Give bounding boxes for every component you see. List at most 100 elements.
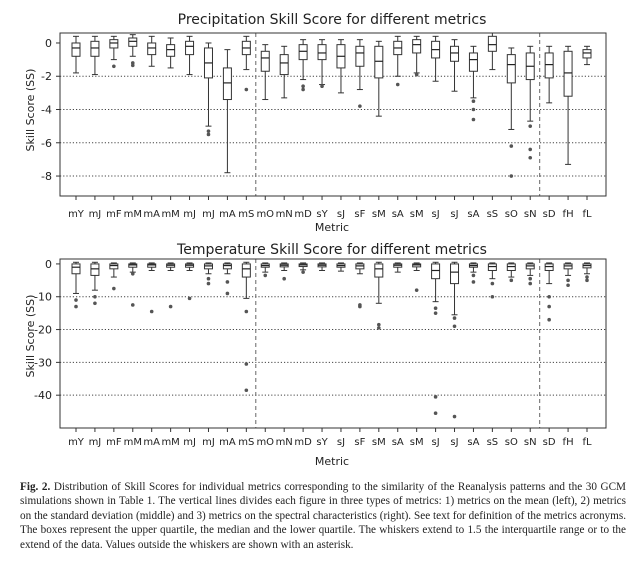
outlier-point [263,273,268,278]
outlier-point [528,276,533,281]
box-body [506,263,516,271]
box-body [487,35,497,52]
box-plot [544,262,554,322]
outlier-point [566,278,570,283]
box-plot [582,262,592,283]
box-plot [412,35,422,77]
outlier-point [452,414,457,419]
outlier-point [301,84,305,89]
box-plot [336,39,346,94]
box-body [128,37,138,47]
outlier-point [225,280,230,284]
y-tick-label: -40 [34,389,52,402]
outlier-point [566,283,570,288]
box-body [128,263,138,268]
outlier-point [490,281,495,286]
box-body [109,39,119,49]
box-body [71,42,81,57]
figure-caption: Fig. 2. Distribution of Skill Scores for… [20,480,626,552]
x-tick-label: sJ [337,209,345,220]
x-tick-label: sA [467,437,479,448]
box-plot [431,261,441,416]
x-tick-label: sO [505,437,518,448]
x-tick-label: mF [106,209,122,220]
x-tick-label: sD [543,437,556,448]
box-plot [563,262,573,288]
box-plot [450,261,460,419]
box-plot [109,35,119,69]
x-axis-label: Metric [315,221,349,234]
outlier-point [244,87,249,92]
outlier-point [471,273,476,278]
box-plot [355,39,365,108]
outlier-point [377,326,381,330]
outlier-point [509,174,514,178]
box-plot [393,262,403,273]
box-series [71,261,592,419]
box-plot [298,262,308,274]
x-tick-label: sO [505,209,518,220]
outlier-point [490,294,495,299]
x-tick-label: sM [410,437,424,448]
x-tick-label: mJ [202,437,215,448]
box-body [355,45,365,67]
x-tick-label: sA [392,209,404,220]
x-tick-label: mD [294,437,312,448]
x-tick-label: mJ [183,437,196,448]
group-separators [255,259,541,428]
box-body [412,39,422,54]
plot-frame [59,258,607,429]
outlier-point [433,306,438,311]
outlier-point [130,61,135,65]
x-tick-label: sJ [432,209,440,220]
x-tick-label: fH [563,437,574,448]
box-plot [128,34,138,68]
x-tick-label: mF [106,437,122,448]
box-plot [203,262,213,286]
x-tick-label: mA [143,437,160,448]
x-tick-label: mD [294,209,312,220]
outlier-point [225,291,230,296]
outlier-point [187,296,192,301]
box-plot [355,262,365,309]
y-axis-label: Skill Score (SS) [24,69,37,152]
outlier-point [509,278,514,283]
box-body [582,49,592,59]
box-plot [203,42,213,137]
x-tick-label: sN [524,437,537,448]
box-plot [468,262,478,284]
x-tick-label: sA [392,437,404,448]
box-plot [374,40,384,117]
box-body [90,40,100,57]
box-plot [487,262,497,299]
x-tick-label: sY [316,209,328,220]
x-tick-label: sA [467,209,479,220]
x-tick-label: fL [582,437,592,448]
y-tick-label: -10 [34,291,52,304]
outlier-point [509,144,514,148]
outlier-point [433,395,438,399]
outlier-point [130,303,135,307]
x-axis-label: Metric [315,455,349,468]
x-tick-label: mJ [89,209,102,220]
outlier-point [471,117,476,122]
box-body [109,263,119,270]
figure-canvas: Precipitation Skill Score for different … [24,12,607,468]
outlier-point [112,286,116,291]
outlier-point [452,324,457,329]
box-plot [222,262,232,296]
box-plot [279,262,289,281]
outlier-point [547,304,551,309]
x-tick-label: sM [410,209,424,220]
y-tick-label: -30 [34,356,52,369]
outlier-point [244,388,249,393]
y-tick-labels: 0 -10 -20 -30 -40 [34,258,60,402]
box-plot [166,262,176,309]
box-body [544,52,554,79]
box-plot [317,39,327,89]
box-plot [71,261,81,309]
y-axis-label: Skill Score (SS) [24,295,37,378]
box-plot [544,45,554,104]
outlier-point [149,309,154,314]
box-body [147,263,157,268]
